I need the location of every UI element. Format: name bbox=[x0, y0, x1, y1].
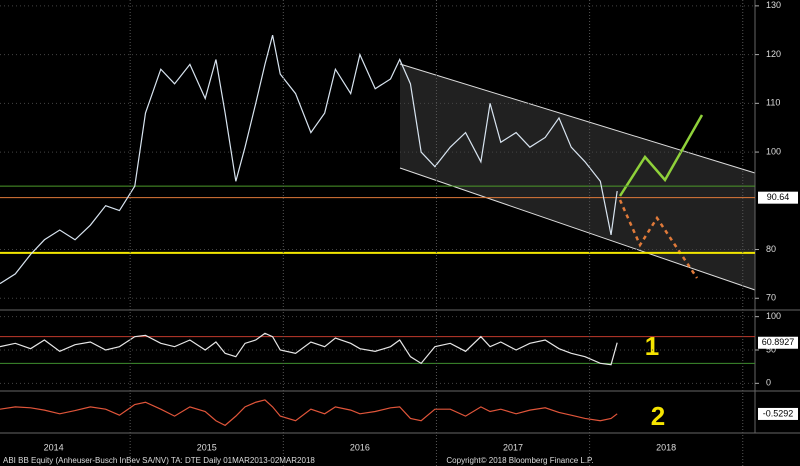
series-line bbox=[0, 332, 618, 366]
last-value-box bbox=[758, 336, 798, 349]
y-tick-label: 110 bbox=[766, 98, 780, 108]
series-line bbox=[0, 399, 618, 427]
footer-left: ABI BB Equity (Anheuser-Busch InBev SA/N… bbox=[3, 456, 315, 465]
y-tick-label: 100 bbox=[766, 146, 781, 156]
footer-center: Copyright© 2018 Bloomberg Finance L.P. bbox=[446, 456, 593, 465]
y-tick-label: 80 bbox=[766, 244, 776, 254]
x-tick-label: 2014 bbox=[44, 442, 64, 452]
channel-upper bbox=[399, 63, 756, 174]
annotation: 1 bbox=[645, 331, 659, 361]
annotation: 2 bbox=[651, 401, 665, 431]
last-value-box bbox=[758, 191, 798, 204]
y-tick-label: 50 bbox=[766, 344, 776, 354]
y-tick-label: 0 bbox=[766, 378, 771, 388]
last-value-box bbox=[758, 407, 798, 420]
y-tick-label: 100 bbox=[766, 311, 781, 321]
last-value-label: 60.8927 bbox=[762, 337, 795, 347]
last-value-label: -0.5292 bbox=[763, 408, 794, 418]
y-tick-label: 70 bbox=[766, 293, 776, 303]
x-tick-label: 2016 bbox=[350, 442, 370, 452]
x-tick-label: 2018 bbox=[656, 442, 676, 452]
y-tick-label: 120 bbox=[766, 49, 781, 59]
series-line bbox=[0, 34, 618, 285]
y-tick-label: 130 bbox=[766, 0, 781, 10]
forecast-down bbox=[618, 199, 699, 279]
forecast-up bbox=[618, 114, 704, 197]
x-tick-label: 2015 bbox=[197, 442, 217, 452]
last-value-label: 90.64 bbox=[767, 192, 790, 202]
channel-lower bbox=[399, 167, 756, 291]
x-tick-label: 2017 bbox=[503, 442, 523, 452]
